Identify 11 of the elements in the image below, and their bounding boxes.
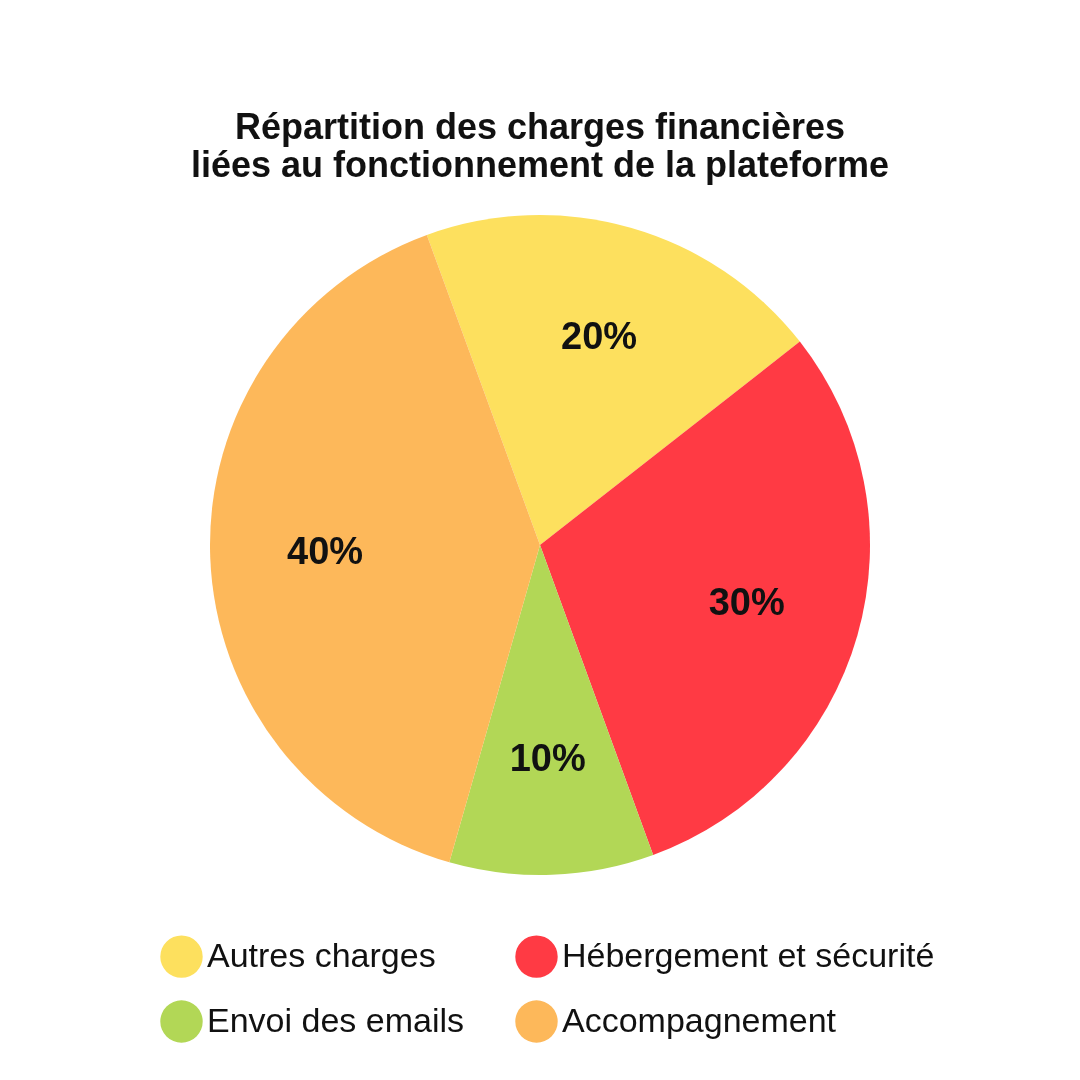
pie-slice: [426, 215, 800, 545]
legend-label: Envoi des emails: [207, 1000, 465, 1039]
chart-title: Répartition des charges financières liées au fonctionnement de la plateforme: [190, 106, 890, 185]
data-label: 30%: [708, 581, 785, 624]
pie-slice: [449, 545, 654, 875]
data-label: 10%: [509, 736, 586, 779]
legend-label: Accompagnement: [562, 1000, 837, 1039]
legend-label: Autres charges: [207, 935, 436, 974]
legend-label: Hébergement et sécurité: [562, 935, 935, 974]
data-label: 20%: [561, 315, 638, 358]
data-label: 40%: [287, 529, 364, 572]
